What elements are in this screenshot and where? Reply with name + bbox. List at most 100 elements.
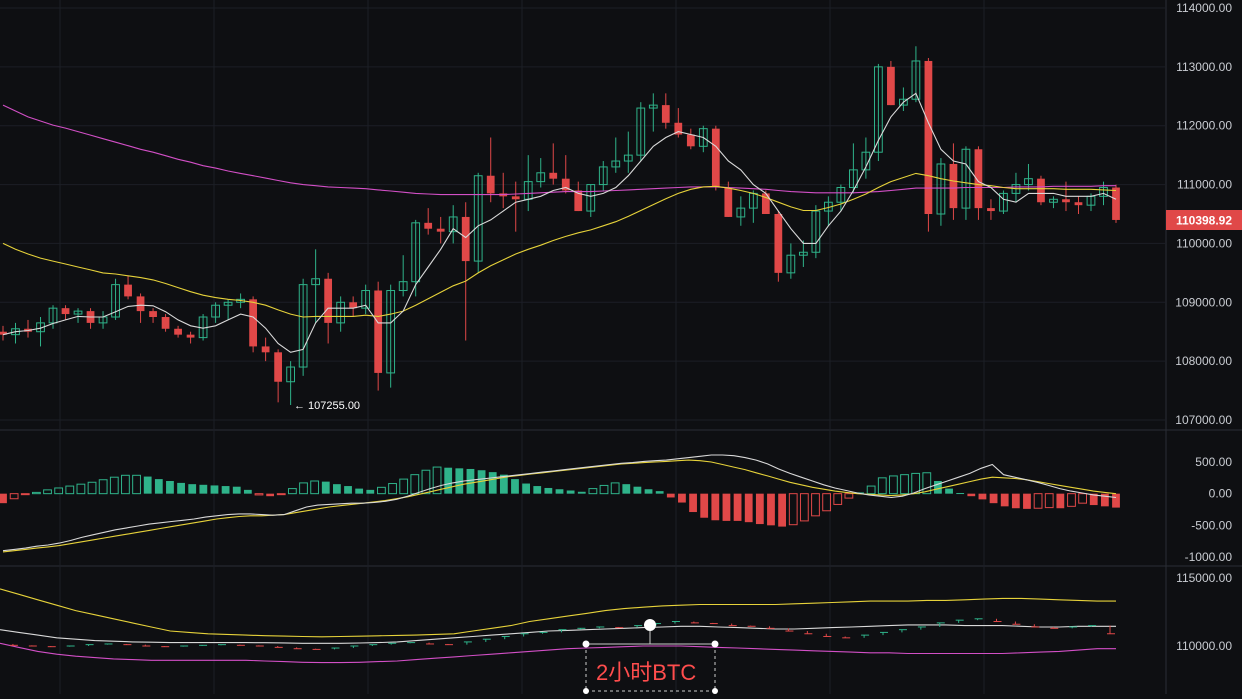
macd-histogram-bar bbox=[333, 484, 341, 494]
candle-body-down bbox=[1112, 187, 1120, 220]
macd-histogram-bar bbox=[232, 486, 241, 494]
macd-histogram-bar bbox=[499, 474, 508, 494]
macd-tick-label: -500.00 bbox=[1191, 518, 1232, 532]
candle-body-down bbox=[674, 122, 683, 135]
candle-body-up bbox=[598, 166, 608, 186]
macd-histogram-bar bbox=[1056, 493, 1065, 509]
macd-histogram-bar bbox=[833, 493, 843, 505]
macd-histogram-bar bbox=[767, 493, 775, 526]
macd-histogram-bar bbox=[522, 483, 531, 494]
macd-tick-label: 500.00 bbox=[1195, 455, 1232, 469]
candle-body-up bbox=[536, 172, 546, 183]
candle-body-down bbox=[324, 278, 333, 323]
candle-body-up bbox=[836, 187, 846, 203]
macd-histogram-bar bbox=[65, 485, 75, 495]
candle-body-down bbox=[1074, 202, 1083, 206]
macd-histogram-bar bbox=[243, 489, 252, 494]
candle-body-down bbox=[511, 196, 520, 200]
macd-histogram-bar bbox=[945, 488, 953, 494]
macd-histogram-bar bbox=[54, 487, 64, 495]
macd-histogram-bar bbox=[866, 485, 876, 495]
candle-body-down bbox=[249, 299, 257, 347]
candle-body-down bbox=[574, 190, 583, 212]
candle-body-down bbox=[974, 149, 983, 209]
overview-tick-label: 115000.00 bbox=[1176, 571, 1232, 585]
candle-body-down bbox=[374, 290, 383, 373]
ma-fast-line bbox=[2, 92, 1117, 353]
macd-histogram-bar bbox=[788, 493, 798, 526]
candle-body-down bbox=[724, 187, 733, 217]
macd-tick-label: 0.00 bbox=[1209, 487, 1233, 501]
macd-histogram-bar bbox=[177, 482, 185, 494]
last-price-label: 110398.92 bbox=[1176, 214, 1232, 228]
price-tick-label: 113000.00 bbox=[1176, 60, 1232, 74]
macd-histogram-bar bbox=[722, 493, 731, 521]
macd-histogram-bar bbox=[154, 479, 163, 494]
macd-histogram-bar bbox=[109, 476, 119, 495]
macd-histogram-bar bbox=[76, 483, 86, 495]
candle-body-up bbox=[961, 148, 971, 209]
price-panel[interactable] bbox=[0, 46, 1120, 405]
macd-signal-line bbox=[2, 459, 1117, 553]
candle-body-down bbox=[887, 66, 895, 106]
macd-histogram-bar bbox=[421, 469, 431, 495]
macd-histogram-bar bbox=[978, 493, 987, 500]
measure-handle bbox=[644, 619, 656, 631]
macd-histogram-bar bbox=[822, 493, 832, 512]
overview-panel[interactable] bbox=[0, 588, 1116, 694]
macd-histogram-bar bbox=[254, 493, 264, 496]
macd-histogram-bar bbox=[1100, 493, 1109, 507]
macd-histogram-bar bbox=[700, 493, 709, 518]
candle-body-down bbox=[274, 352, 283, 382]
candle-body-up bbox=[336, 301, 346, 324]
macd-histogram-bar bbox=[744, 493, 753, 523]
macd-histogram-bar bbox=[934, 481, 942, 494]
macd-histogram-bar bbox=[577, 491, 586, 494]
candle-body-up bbox=[1049, 198, 1058, 203]
candle-body-up bbox=[473, 175, 483, 262]
candle-body-down bbox=[174, 328, 182, 335]
macd-histogram-bar bbox=[811, 493, 820, 517]
macd-histogram-bar bbox=[166, 481, 174, 494]
candle-body-up bbox=[936, 163, 946, 215]
candle-body-up bbox=[48, 307, 58, 324]
price-axis[interactable]: 114000.00 113000.00 112000.00 111000.00 1100… bbox=[1175, 1, 1232, 653]
macd-histogram-bar bbox=[889, 475, 898, 495]
candle-body-up bbox=[586, 184, 596, 212]
macd-histogram-bar bbox=[555, 489, 564, 494]
candle-body-up bbox=[73, 310, 83, 315]
macd-histogram-bar bbox=[1033, 493, 1043, 509]
macd-panel[interactable] bbox=[0, 454, 1120, 553]
macd-histogram-bar bbox=[9, 493, 19, 500]
macd-histogram-bar bbox=[1011, 493, 1020, 509]
candle-body-down bbox=[0, 331, 7, 335]
macd-histogram-bar bbox=[344, 486, 352, 494]
macd-histogram-bar bbox=[31, 491, 41, 495]
macd-tick-label: -1000.00 bbox=[1185, 550, 1233, 564]
candle-body-up bbox=[386, 290, 396, 374]
macd-histogram-bar bbox=[956, 493, 965, 495]
macd-histogram-bar bbox=[1067, 493, 1076, 507]
candle-body-down bbox=[424, 222, 433, 229]
candle-body-up bbox=[811, 210, 821, 253]
macd-histogram-bar bbox=[900, 474, 909, 495]
candle-body-up bbox=[736, 207, 746, 218]
candle-body-down bbox=[461, 216, 470, 262]
candle-body-down bbox=[61, 308, 70, 315]
candle-body-up bbox=[623, 154, 633, 162]
measure-point bbox=[712, 688, 718, 694]
macd-histogram-bar bbox=[199, 484, 208, 494]
price-tick-label: 111000.00 bbox=[1177, 178, 1232, 192]
macd-histogram-bar bbox=[644, 489, 653, 494]
last-price-tag: 110398.92 bbox=[1166, 210, 1242, 230]
macd-histogram-bar bbox=[377, 486, 386, 495]
low-price-marker: ← 107255.00 bbox=[294, 400, 360, 412]
macd-histogram-bar bbox=[132, 474, 141, 495]
candle-body-up bbox=[861, 151, 871, 171]
candle-body-up bbox=[298, 284, 308, 368]
candle-body-down bbox=[161, 317, 170, 329]
candle-body-up bbox=[361, 290, 371, 309]
candle-body-down bbox=[124, 284, 132, 297]
